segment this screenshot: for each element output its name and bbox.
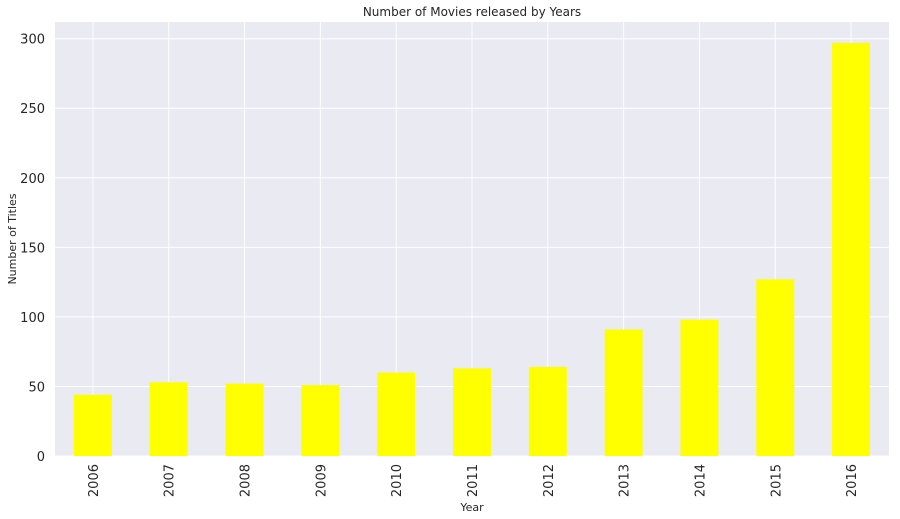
x-tick-label: 2008 [239, 464, 254, 497]
x-tick-label: 2011 [466, 464, 481, 497]
x-axis-ticks: 2006 2007 2008 2009 2010 2011 2012 2013 2014 2015… [87, 464, 860, 497]
x-tick-label: 2010 [390, 464, 405, 497]
bar-2014 [680, 319, 719, 456]
x-tick-label: 2009 [314, 464, 329, 497]
bars-group [73, 42, 871, 456]
bar-2006 [73, 394, 112, 456]
x-tick-label: 2015 [769, 464, 784, 497]
x-tick-label: 2016 [845, 464, 860, 497]
y-tick-label: 300 [20, 33, 45, 48]
y-tick-label: 100 [20, 311, 45, 326]
chart-title: Number of Movies released by Years [363, 5, 581, 19]
bar-2012 [528, 366, 567, 456]
y-tick-label: 50 [28, 380, 45, 395]
x-axis-title: Year [459, 501, 484, 514]
bar-2015 [756, 279, 795, 456]
bar-2013 [604, 329, 643, 456]
bar-2016 [832, 42, 871, 456]
bar-2008 [225, 383, 264, 456]
y-tick-label: 0 [37, 450, 45, 465]
x-tick-label: 2012 [542, 464, 557, 497]
y-tick-label: 200 [20, 172, 45, 187]
x-tick-label: 2007 [163, 464, 178, 497]
x-tick-label: 2006 [87, 464, 102, 497]
bar-2007 [149, 382, 188, 456]
y-axis-title: Number of Titles [6, 193, 19, 284]
y-tick-label: 250 [20, 102, 45, 117]
bar-2011 [453, 368, 491, 456]
y-tick-label: 150 [20, 241, 45, 256]
y-axis-ticks: 0 50 100 150 200 250 300 [20, 33, 45, 465]
bar-2009 [301, 385, 340, 456]
x-tick-label: 2013 [618, 464, 633, 497]
x-tick-label: 2014 [693, 464, 708, 497]
bar-2010 [377, 372, 416, 456]
